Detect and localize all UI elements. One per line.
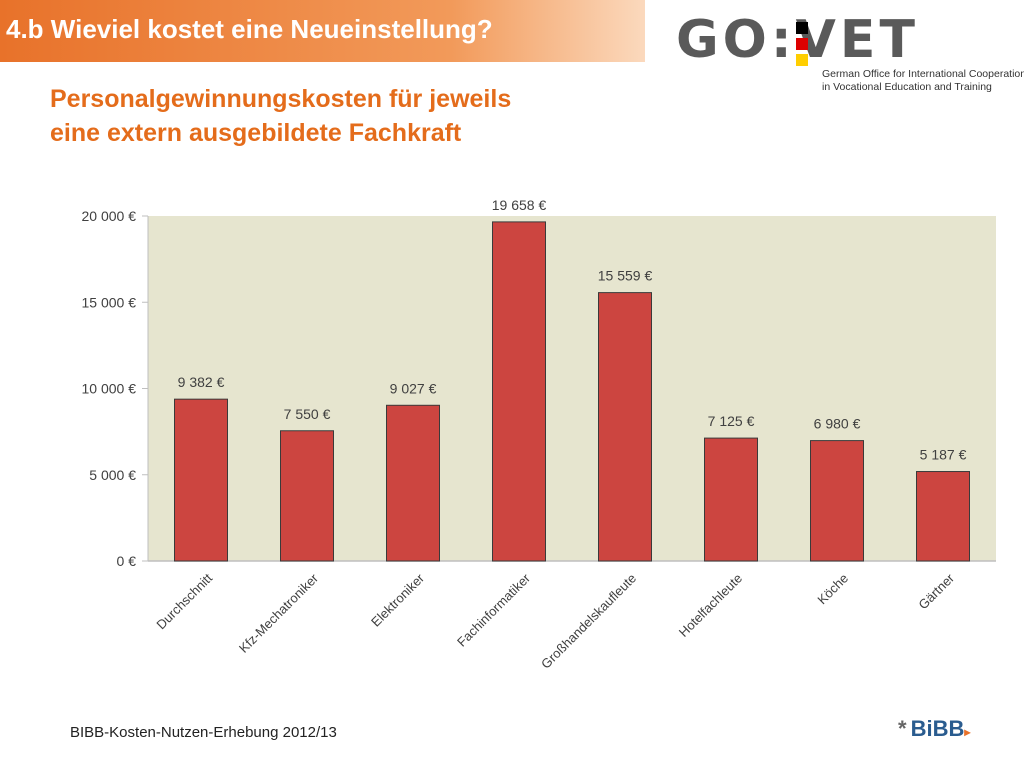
data-label: 6 980 € [814,416,861,432]
data-label: 7 125 € [708,413,755,429]
x-tick-label: Köche [814,571,851,608]
logo-subtitle-line1: German Office for International Cooperat… [822,68,1024,80]
data-label: 19 658 € [492,197,547,213]
german-flag-icon [796,22,808,70]
y-tick-label: 5 000 € [89,467,136,483]
bar [386,404,440,562]
asterisk: * [898,716,907,741]
bar [280,430,334,562]
bar [704,437,758,562]
bibb-wordmark: BiBB [910,716,965,741]
logo-wordmark: GO:VET [676,14,919,66]
x-tick-label: Gärtner [915,570,957,612]
govet-logo: GO:VET German Office for International C… [676,14,1024,94]
logo-subtitle-line2: in Vocational Education and Training [822,81,992,93]
bar [810,440,864,562]
y-tick-label: 15 000 € [82,294,137,310]
y-tick-label: 20 000 € [82,208,137,224]
logo-subtitle: German Office for International Cooperat… [822,68,1024,94]
triangle-icon: ▸ [964,725,971,739]
data-label: 5 187 € [920,447,967,463]
x-tick-label: Elektroniker [368,570,428,630]
plot-area [148,216,996,561]
data-label: 9 027 € [390,380,437,396]
data-label: 9 382 € [178,374,225,390]
x-tick-label: Fachinformatiker [454,570,534,650]
y-tick-label: 10 000 € [82,381,137,397]
data-label: 7 550 € [284,406,331,422]
bar [598,292,652,562]
flag-stripe-black [796,22,808,34]
x-tick-label: Hotelfachleute [676,571,745,640]
bar [492,221,546,562]
slide-title: 4.b Wieviel kostet eine Neueinstellung? [6,14,493,44]
chart-title: Personalgewinnungskosten für jeweils ein… [50,82,511,150]
x-tick-label: Großhandelskaufleute [538,571,639,672]
chart-title-line1: Personalgewinnungskosten für jeweils [50,85,512,113]
x-tick-label: Kfz-Mechatroniker [236,570,322,656]
y-tick-label: 0 € [117,553,137,569]
source-note: BIBB-Kosten-Nutzen-Erhebung 2012/13 [70,724,337,741]
chart-title-line2: eine extern ausgebildete Fachkraft [50,119,462,147]
flag-stripe-red [796,38,808,50]
x-tick-label: Durchschnitt [153,570,215,632]
bibb-logo: * BiBB▸ [898,716,970,742]
title-bar: 4.b Wieviel kostet eine Neueinstellung? [0,0,645,62]
bar [174,398,228,562]
data-label: 15 559 € [598,268,653,284]
flag-stripe-gold [796,54,808,66]
bar [916,471,970,562]
